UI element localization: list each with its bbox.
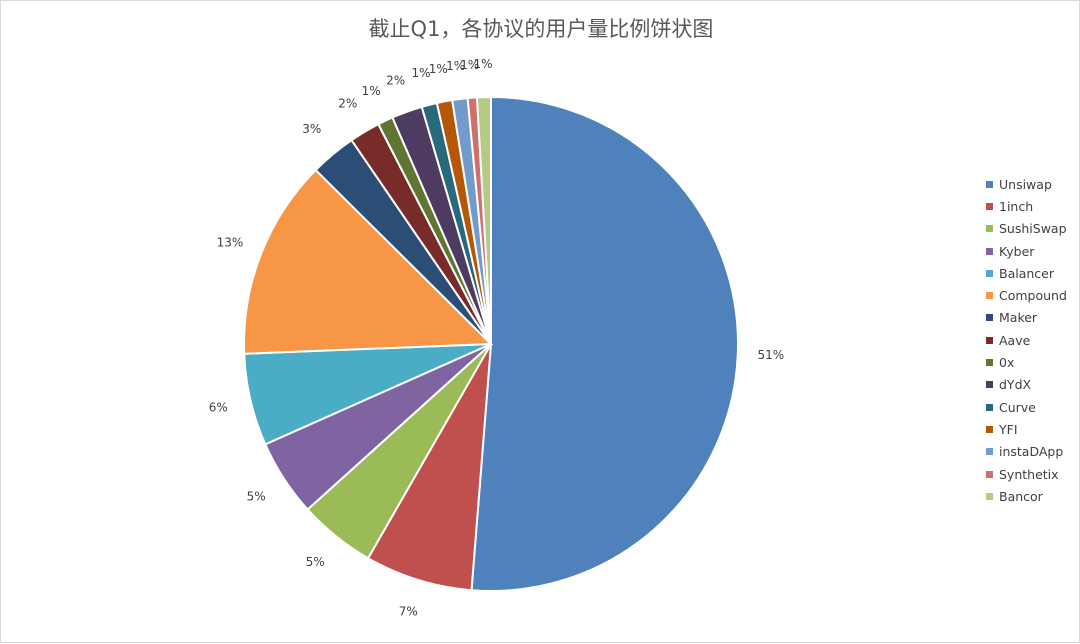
data-label-1inch: 7% — [399, 605, 418, 619]
legend-swatch — [986, 425, 993, 433]
legend-label: instaDApp — [999, 444, 1064, 460]
legend-swatch — [986, 492, 993, 500]
legend-swatch — [986, 336, 993, 344]
legend-item-aave: Aave — [986, 329, 1067, 351]
data-label-maker: 3% — [302, 122, 321, 136]
legend-item-bancor: Bancor — [986, 485, 1067, 507]
legend-item-unsiwap: Unsiwap — [986, 173, 1067, 195]
data-label-compound: 13% — [217, 236, 244, 250]
legend-label: YFI — [999, 421, 1018, 437]
data-label-aave: 2% — [338, 96, 357, 110]
legend-item-dydx: dYdX — [986, 374, 1067, 396]
legend-label: Aave — [999, 332, 1031, 348]
legend-item-yfi: YFI — [986, 418, 1067, 440]
legend-swatch — [986, 292, 993, 300]
legend-label: dYdX — [999, 377, 1032, 393]
pie-slice-bancor — [475, 95, 492, 345]
legend-label: Maker — [999, 310, 1038, 326]
legend-item-1inch: 1inch — [986, 195, 1067, 217]
legend-swatch — [986, 359, 993, 367]
legend-item-instadapp: instaDApp — [986, 441, 1067, 463]
legend-label: Balancer — [999, 265, 1054, 281]
data-label-dydx: 2% — [386, 74, 405, 88]
pie-slice-unsiwap — [470, 95, 739, 592]
pie-slice-compound — [243, 168, 494, 355]
data-label-kyber: 5% — [247, 490, 266, 504]
legend-label: Synthetix — [999, 466, 1059, 482]
data-label-instadapp: 1% — [446, 59, 465, 73]
legend-label: Unsiwap — [999, 176, 1052, 192]
pie-slice-1inch — [366, 343, 492, 592]
legend-label: Bancor — [999, 488, 1043, 504]
legend-item-sushiswap: SushiSwap — [986, 218, 1067, 240]
data-label-balancer: 6% — [209, 401, 228, 415]
legend-item-kyber: Kyber — [986, 240, 1067, 262]
data-label-bancor: 1% — [473, 57, 492, 71]
data-label-synthetix: 1% — [460, 58, 479, 72]
legend-item-curve: Curve — [986, 396, 1067, 418]
legend-swatch — [986, 470, 993, 478]
legend-item-balancer: Balancer — [986, 262, 1067, 284]
legend-swatch — [986, 225, 993, 233]
legend-swatch — [986, 381, 993, 389]
chart-title: 截止Q1，各协议的用户量比例饼状图 — [368, 17, 714, 41]
legend-swatch — [986, 403, 993, 411]
legend-item-synthetix: Synthetix — [986, 463, 1067, 485]
legend-item-0x: 0x — [986, 351, 1067, 373]
data-label-yfi: 1% — [429, 62, 448, 76]
data-label-unsiwap: 51% — [757, 348, 784, 362]
legend-item-maker: Maker — [986, 307, 1067, 329]
legend-label: Curve — [999, 399, 1036, 415]
legend: Unsiwap 1inch SushiSwap Kyber Balancer Compou… — [986, 173, 1067, 507]
legend-label: Compound — [999, 288, 1067, 304]
legend-label: 0x — [999, 355, 1015, 371]
legend-swatch — [986, 247, 993, 255]
data-label-curve: 1% — [411, 66, 430, 80]
legend-label: 1inch — [999, 198, 1034, 214]
legend-item-compound: Compound — [986, 284, 1067, 306]
legend-swatch — [986, 448, 993, 456]
legend-swatch — [986, 269, 993, 277]
data-label-0x: 1% — [362, 84, 381, 98]
legend-swatch — [986, 202, 993, 210]
legend-label: Kyber — [999, 243, 1035, 259]
data-label-sushiswap: 5% — [306, 555, 325, 569]
legend-swatch — [986, 180, 993, 188]
legend-swatch — [986, 314, 993, 322]
legend-label: SushiSwap — [999, 221, 1067, 237]
